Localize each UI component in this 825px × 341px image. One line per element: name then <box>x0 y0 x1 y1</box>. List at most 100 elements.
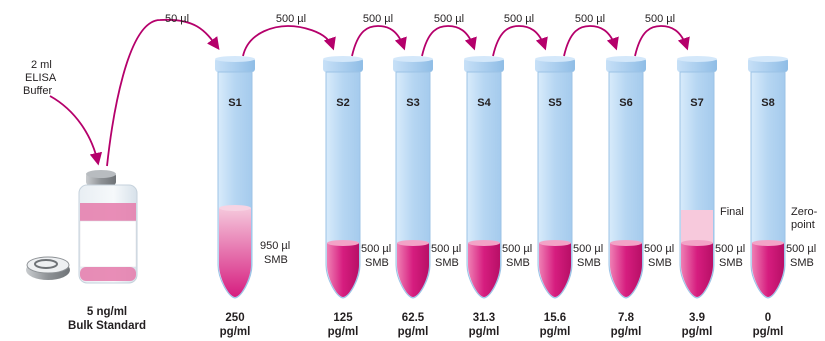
tube-diluent-label: SMB <box>577 257 601 269</box>
tube-unit: pg/ml <box>220 326 251 338</box>
vial-liquid-top <box>80 203 136 221</box>
tube-liquid-surface <box>610 240 642 246</box>
tube-concentration: 62.5 <box>402 312 425 324</box>
tube-concentration: 125 <box>333 312 353 324</box>
tube-liquid <box>539 243 571 297</box>
tube-liquid <box>468 243 500 297</box>
tube-volume-label: 500 µl <box>431 243 461 255</box>
tube-liquid-surface <box>681 240 713 246</box>
tube-s5: S5 500 µl SMB 15.6 pg/ml <box>535 56 603 338</box>
tube-id-label: S6 <box>619 97 632 109</box>
tube-volume-label: 500 µl <box>573 243 603 255</box>
transfer-arrow <box>351 25 407 57</box>
buffer-label-line3: Buffer <box>23 85 52 97</box>
tube-liquid <box>752 243 784 297</box>
tube-concentration: 31.3 <box>473 312 495 324</box>
vial-liquid-bottom <box>80 267 136 281</box>
tube-s1: S1 950 µl SMB 250 pg/ml <box>215 56 290 338</box>
tube-liquid <box>327 243 359 297</box>
transfer-volume-label: 500 µl <box>504 13 534 25</box>
tube-diluent-label: SMB <box>790 257 814 269</box>
transfer-volume-label: 500 µl <box>575 13 605 25</box>
tube-id-label: S4 <box>477 97 491 109</box>
tube-liquid-surface <box>397 240 429 246</box>
transfer-arrows: 50 µl 500 µl 500 µl 500 µl 500 µl 500 µl 500 µ… <box>106 13 690 167</box>
tube-s3: S3 500 µl SMB 62.5 pg/ml <box>393 56 461 338</box>
tube-cap-rim <box>215 56 255 62</box>
transfer-arrow <box>106 18 220 167</box>
tube-cap-rim <box>464 56 504 62</box>
tube-concentration: 250 <box>225 312 244 324</box>
tube-concentration: 3.9 <box>689 312 705 324</box>
tube-liquid <box>397 243 429 297</box>
tube-id-label: S2 <box>336 97 349 109</box>
buffer-label-line2: ELISA <box>25 72 57 84</box>
tube-cap-rim <box>748 56 788 62</box>
tube-liquid-surface <box>219 205 251 211</box>
bulk-concentration: 5 ng/ml <box>87 306 127 318</box>
loose-cap-inner <box>34 259 58 269</box>
tube-volume-label: 500 µl <box>786 243 816 255</box>
tube-unit: pg/ml <box>469 326 500 338</box>
tube-liquid-surface <box>327 240 359 246</box>
tube-concentration: 0 <box>765 312 771 324</box>
tube-concentration: 15.6 <box>544 312 566 324</box>
tube-volume-label: 500 µl <box>502 243 532 255</box>
tube-volume-label: 500 µl <box>715 243 745 255</box>
tube-diluent-label: SMB <box>365 257 389 269</box>
tube-note-label: Final <box>720 206 744 218</box>
vial-cap-top <box>86 170 116 178</box>
tube-cap-rim <box>677 56 717 62</box>
tube-unit: pg/ml <box>328 326 359 338</box>
tube-cap-rim <box>535 56 575 62</box>
tube-cap-rim <box>323 56 363 62</box>
tube-liquid <box>610 243 642 297</box>
transfer-arrow <box>492 25 548 57</box>
tube-unit: pg/ml <box>682 326 713 338</box>
transfer-arrow <box>421 25 477 57</box>
tube-liquid-surface <box>539 240 571 246</box>
tube-note-label: point <box>791 219 815 231</box>
transfer-volume-label: 500 µl <box>645 13 675 25</box>
tube-s7: S7 500 µl SMB Final 3.9 pg/ml <box>677 56 745 338</box>
bulk-vial: 2 ml ELISA Buffer 5 ng/ml Bulk Standard <box>23 59 146 332</box>
tube-s8: S8 500 µl SMB Zero-point 0 pg/ml <box>748 56 818 338</box>
tube-diluent-label: SMB <box>435 257 459 269</box>
vial-label <box>79 220 137 268</box>
tube-liquid-surface <box>468 240 500 246</box>
tube-unit: pg/ml <box>611 326 642 338</box>
tube-volume-label: 500 µl <box>361 243 391 255</box>
tube-volume-label: 500 µl <box>644 243 674 255</box>
tube-s2: S2 500 µl SMB 125 pg/ml <box>323 56 391 338</box>
tube-unit: pg/ml <box>753 326 784 338</box>
buffer-label-line1: 2 ml <box>31 59 52 71</box>
transfer-volume-label: 50 µl <box>165 13 189 25</box>
transfer-volume-label: 500 µl <box>276 13 306 25</box>
tube-liquid-surface <box>752 240 784 246</box>
tube-diluent-label: SMB <box>648 257 672 269</box>
tube-unit: pg/ml <box>398 326 429 338</box>
tube-diluent-label: SMB <box>264 254 288 266</box>
tube-liquid <box>681 243 713 297</box>
tube-s4: S4 500 µl SMB 31.3 pg/ml <box>464 56 532 338</box>
transfer-volume-label: 500 µl <box>363 13 393 25</box>
tube-diluent-label: SMB <box>719 257 743 269</box>
tube-cap-rim <box>393 56 433 62</box>
transfer-arrow <box>634 25 690 57</box>
transfer-arrow <box>242 25 336 57</box>
tube-cap-rim <box>606 56 646 62</box>
tube-note-label: Zero- <box>791 206 818 218</box>
tube-id-label: S7 <box>690 97 703 109</box>
transfer-volume-label: 500 µl <box>434 13 464 25</box>
tube-diluent-label: SMB <box>506 257 530 269</box>
tube-id-label: S1 <box>228 97 241 109</box>
tube-id-label: S8 <box>761 97 774 109</box>
tube-volume-label: 950 µl <box>260 240 290 252</box>
tube-id-label: S3 <box>406 97 419 109</box>
tube-id-label: S5 <box>548 97 561 109</box>
transfer-arrow <box>563 25 619 57</box>
buffer-arrow <box>49 95 103 166</box>
tube-concentration: 7.8 <box>618 312 635 324</box>
